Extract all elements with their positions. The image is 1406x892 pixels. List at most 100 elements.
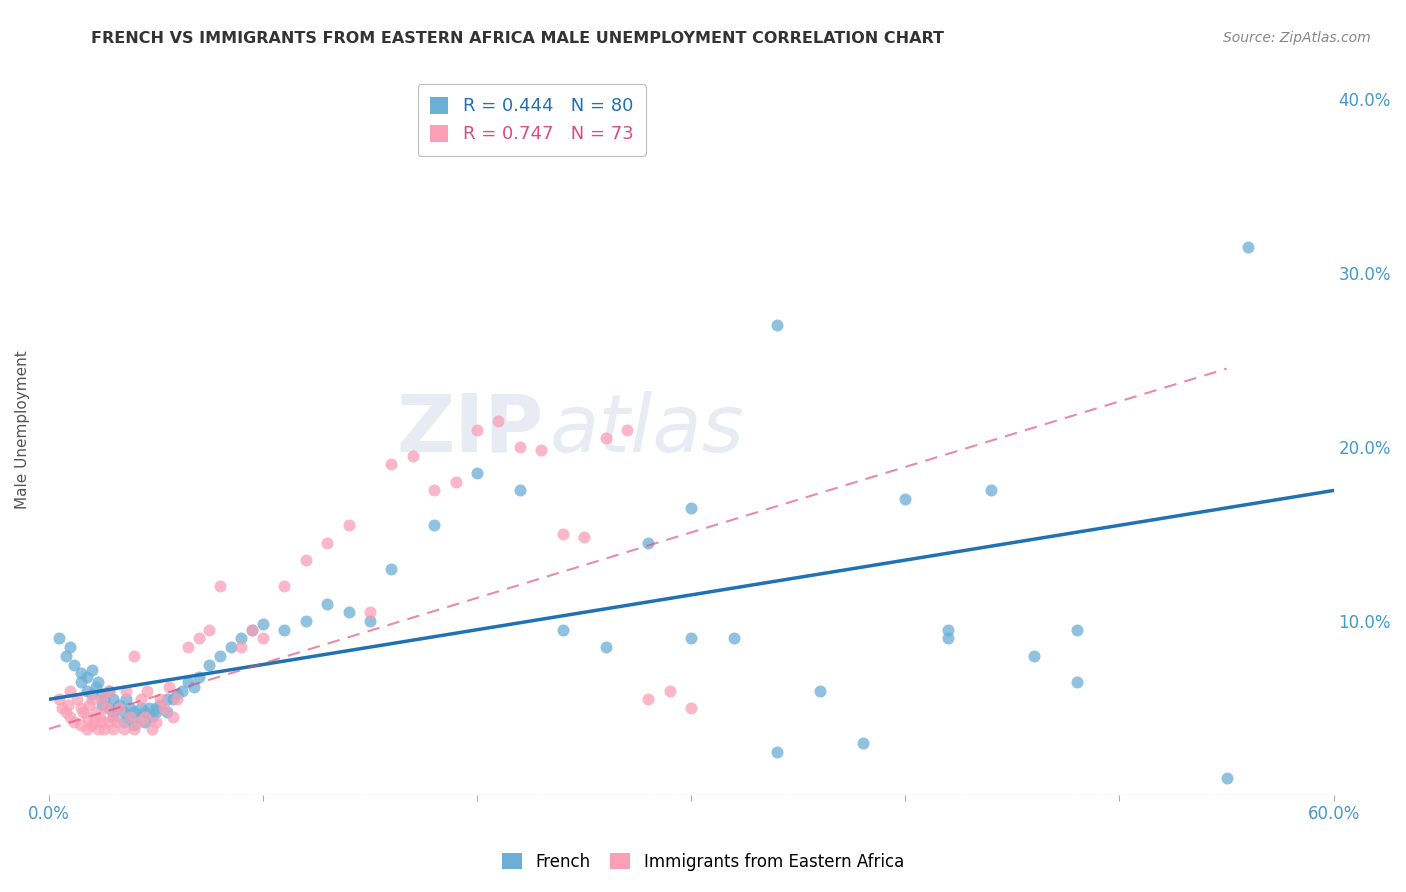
Point bbox=[91, 714, 114, 729]
Point bbox=[124, 722, 146, 736]
Point bbox=[149, 692, 172, 706]
Point bbox=[231, 632, 253, 646]
Point bbox=[76, 683, 98, 698]
Point bbox=[219, 640, 242, 654]
Point bbox=[155, 705, 177, 719]
Text: atlas: atlas bbox=[550, 391, 745, 468]
Point bbox=[83, 714, 105, 729]
Point bbox=[273, 579, 295, 593]
Point bbox=[72, 705, 94, 719]
Point bbox=[294, 553, 316, 567]
Point bbox=[101, 692, 124, 706]
Point bbox=[316, 535, 339, 549]
Point bbox=[658, 683, 681, 698]
Point bbox=[273, 623, 295, 637]
Point bbox=[141, 710, 163, 724]
Point bbox=[91, 687, 114, 701]
Point bbox=[637, 535, 659, 549]
Point bbox=[155, 692, 177, 706]
Point bbox=[97, 683, 120, 698]
Point bbox=[509, 440, 531, 454]
Point bbox=[240, 623, 263, 637]
Point bbox=[1022, 648, 1045, 663]
Point bbox=[681, 632, 703, 646]
Point bbox=[97, 714, 120, 729]
Point bbox=[87, 722, 110, 736]
Point bbox=[423, 518, 446, 533]
Point bbox=[134, 710, 156, 724]
Point bbox=[55, 705, 77, 719]
Point bbox=[183, 680, 205, 694]
Point bbox=[166, 687, 188, 701]
Point bbox=[145, 705, 167, 719]
Point bbox=[79, 698, 101, 712]
Point bbox=[136, 683, 159, 698]
Point bbox=[252, 617, 274, 632]
Point bbox=[595, 431, 617, 445]
Point bbox=[509, 483, 531, 498]
Point bbox=[76, 722, 98, 736]
Point bbox=[551, 623, 574, 637]
Point bbox=[681, 701, 703, 715]
Point bbox=[91, 698, 114, 712]
Point bbox=[101, 710, 124, 724]
Point bbox=[808, 683, 831, 698]
Point bbox=[209, 648, 232, 663]
Point bbox=[80, 663, 103, 677]
Point bbox=[337, 605, 360, 619]
Point bbox=[80, 687, 103, 701]
Point bbox=[316, 597, 339, 611]
Point bbox=[59, 710, 82, 724]
Text: Source: ZipAtlas.com: Source: ZipAtlas.com bbox=[1223, 31, 1371, 45]
Point bbox=[444, 475, 467, 489]
Point bbox=[97, 701, 120, 715]
Point bbox=[108, 701, 131, 715]
Point bbox=[48, 632, 70, 646]
Point bbox=[70, 701, 93, 715]
Point bbox=[108, 698, 131, 712]
Point bbox=[134, 705, 156, 719]
Y-axis label: Male Unemployment: Male Unemployment bbox=[15, 351, 30, 509]
Point bbox=[240, 623, 263, 637]
Point bbox=[129, 692, 152, 706]
Point bbox=[124, 648, 146, 663]
Point bbox=[488, 414, 510, 428]
Point bbox=[936, 623, 959, 637]
Point bbox=[97, 683, 120, 698]
Point bbox=[1237, 240, 1260, 254]
Point bbox=[59, 640, 82, 654]
Point bbox=[105, 701, 128, 715]
Point bbox=[115, 692, 138, 706]
Point bbox=[51, 701, 73, 715]
Point bbox=[138, 701, 160, 715]
Legend: R = 0.444   N = 80, R = 0.747   N = 73: R = 0.444 N = 80, R = 0.747 N = 73 bbox=[418, 84, 647, 156]
Point bbox=[359, 614, 381, 628]
Point bbox=[76, 670, 98, 684]
Point bbox=[465, 466, 488, 480]
Text: FRENCH VS IMMIGRANTS FROM EASTERN AFRICA MALE UNEMPLOYMENT CORRELATION CHART: FRENCH VS IMMIGRANTS FROM EASTERN AFRICA… bbox=[91, 31, 945, 46]
Point bbox=[120, 701, 142, 715]
Point bbox=[70, 674, 93, 689]
Point bbox=[766, 745, 789, 759]
Point bbox=[112, 722, 135, 736]
Point bbox=[572, 531, 595, 545]
Point bbox=[423, 483, 446, 498]
Point bbox=[120, 710, 142, 724]
Point bbox=[1066, 623, 1088, 637]
Point bbox=[124, 718, 146, 732]
Text: ZIP: ZIP bbox=[396, 391, 544, 468]
Point bbox=[198, 623, 221, 637]
Point bbox=[681, 500, 703, 515]
Point bbox=[153, 701, 176, 715]
Point bbox=[63, 714, 86, 729]
Point bbox=[76, 710, 98, 724]
Point bbox=[101, 705, 124, 719]
Point bbox=[93, 692, 115, 706]
Point bbox=[93, 722, 115, 736]
Point bbox=[84, 705, 107, 719]
Point bbox=[128, 710, 150, 724]
Point bbox=[84, 680, 107, 694]
Point bbox=[134, 714, 156, 729]
Point bbox=[80, 718, 103, 732]
Point bbox=[187, 670, 209, 684]
